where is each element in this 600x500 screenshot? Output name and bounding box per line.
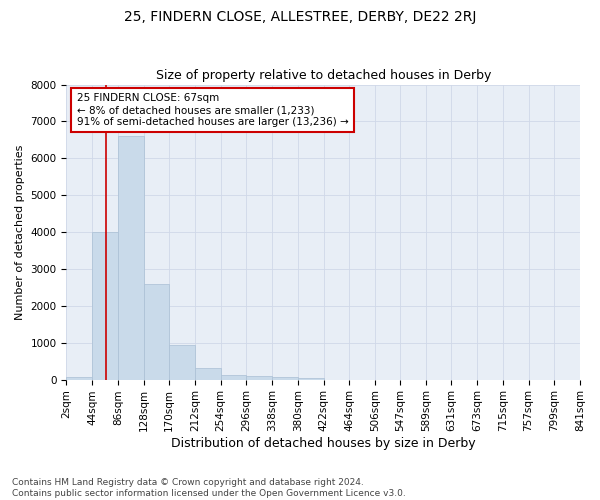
Bar [143, 284, 169, 380]
Title: Size of property relative to detached houses in Derby: Size of property relative to detached ho… [155, 69, 491, 82]
Y-axis label: Number of detached properties: Number of detached properties [15, 144, 25, 320]
Bar [298, 378, 323, 380]
Bar [195, 368, 221, 380]
Bar [169, 344, 195, 380]
Bar [247, 376, 272, 380]
Bar [118, 136, 143, 380]
Bar [67, 376, 92, 380]
Bar [92, 232, 118, 380]
Text: 25, FINDERN CLOSE, ALLESTREE, DERBY, DE22 2RJ: 25, FINDERN CLOSE, ALLESTREE, DERBY, DE2… [124, 10, 476, 24]
Bar [272, 378, 298, 380]
Bar [221, 375, 247, 380]
Text: 25 FINDERN CLOSE: 67sqm
← 8% of detached houses are smaller (1,233)
91% of semi-: 25 FINDERN CLOSE: 67sqm ← 8% of detached… [77, 94, 349, 126]
Text: Contains HM Land Registry data © Crown copyright and database right 2024.
Contai: Contains HM Land Registry data © Crown c… [12, 478, 406, 498]
X-axis label: Distribution of detached houses by size in Derby: Distribution of detached houses by size … [171, 437, 476, 450]
